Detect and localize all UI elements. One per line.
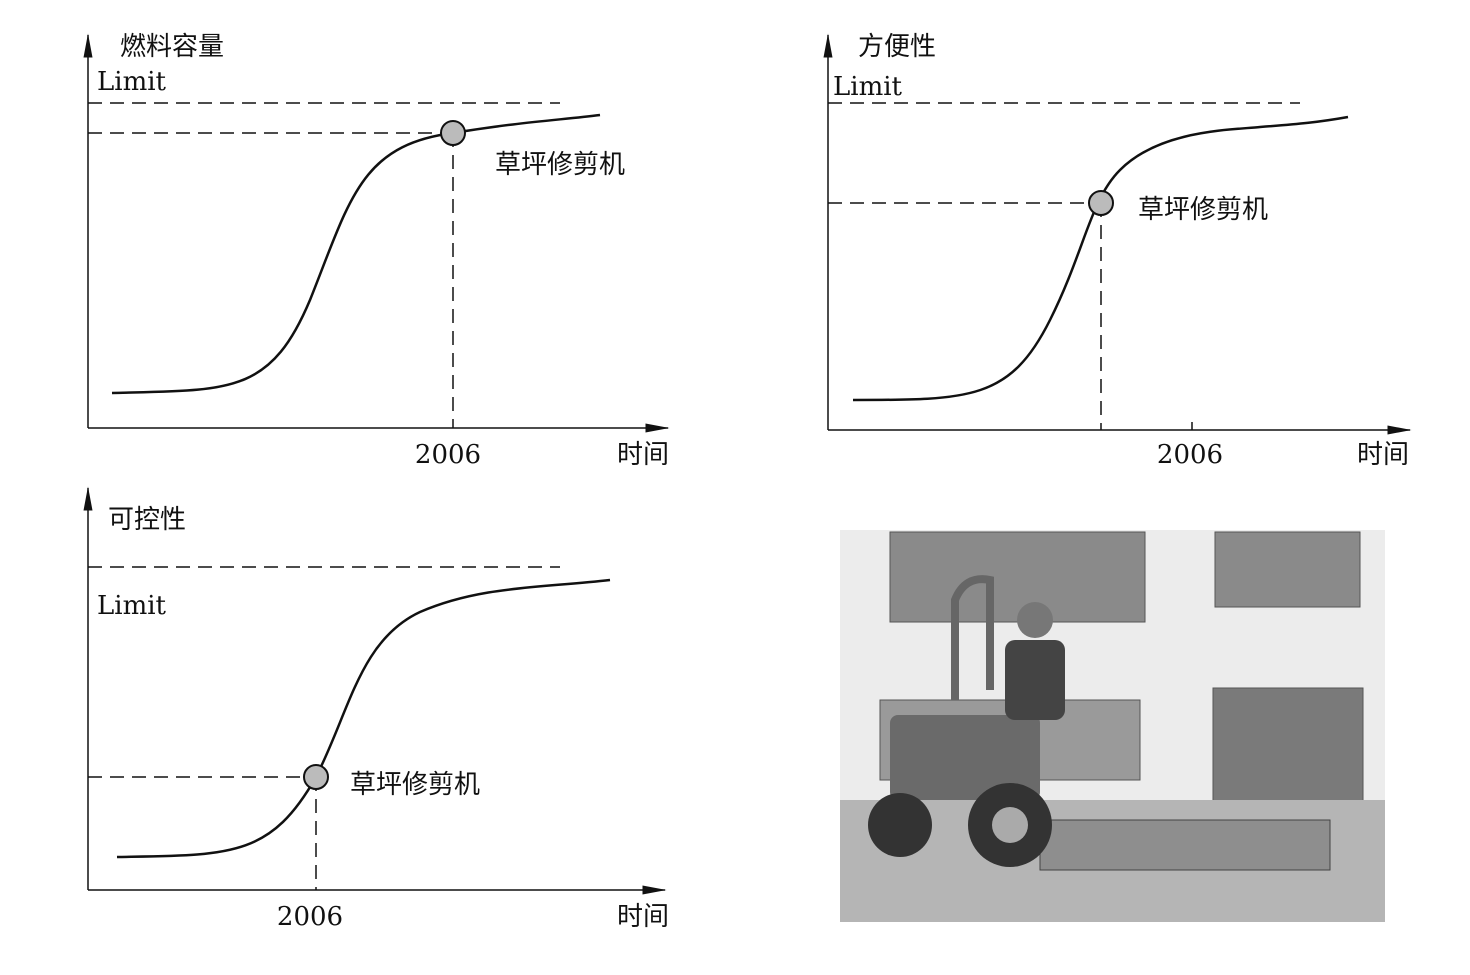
photo-lawn-mower: [840, 530, 1385, 922]
s-curve: [116, 578, 611, 859]
window: [889, 531, 1146, 623]
x-label: 时间: [617, 902, 669, 932]
mower-deck: [1039, 819, 1331, 871]
point-label: 草坪修剪机: [495, 150, 625, 180]
driver-head: [1017, 602, 1053, 638]
point: [303, 764, 329, 790]
roll-bar: [951, 575, 994, 700]
y-label: 燃料容量: [120, 32, 224, 62]
y-label: 方便性: [858, 32, 936, 62]
x-label: 时间: [1357, 440, 1409, 470]
hub: [992, 807, 1028, 843]
x-label: 时间: [617, 440, 669, 470]
wheel: [868, 793, 932, 857]
s-curve: [852, 115, 1349, 402]
x-tick-label: 2006: [1157, 440, 1223, 470]
point: [1088, 190, 1114, 216]
point-label: 草坪修剪机: [350, 770, 480, 800]
panel-control: 可控性 Limit 草坪修剪机 2006 时间: [83, 486, 669, 932]
limit-label: Limit: [833, 72, 903, 102]
panel-convenience: 方便性 Limit 草坪修剪机 2006 时间: [823, 32, 1412, 470]
x-tick-label: 2006: [277, 902, 343, 932]
s-curve: [111, 113, 601, 395]
panel-fuel: 燃料容量 Limit 草坪修剪机 2006 时间: [83, 32, 670, 470]
x-tick-label: 2006: [415, 440, 481, 470]
window: [1214, 531, 1361, 608]
point-label: 草坪修剪机: [1138, 195, 1268, 225]
limit-label: Limit: [97, 591, 167, 621]
driver-body: [1005, 640, 1065, 720]
point: [440, 120, 466, 146]
limit-label: Limit: [97, 67, 167, 97]
y-label: 可控性: [108, 505, 186, 535]
mower-body: [890, 715, 1040, 800]
